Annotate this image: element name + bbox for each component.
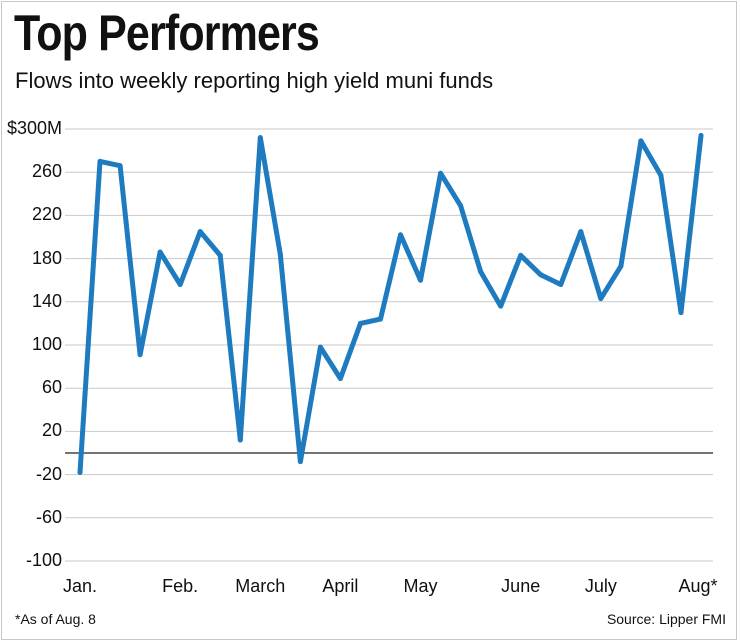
y-tick-label: $300M [6,118,62,138]
data-point-week-7 [197,229,203,235]
y-tick-label: 260 [31,161,62,182]
data-point-week-11 [277,251,283,257]
data-point-week-18 [418,277,424,283]
data-point-week-32 [698,132,704,138]
x-tick-label: June [501,576,541,596]
source-note: Source: Lipper FMI [606,611,726,627]
data-point-week-23 [518,252,524,258]
data-point-week-9 [237,437,243,443]
data-point-week-28 [618,263,624,269]
data-point-week-19 [438,170,444,176]
data-point-week-31 [678,310,684,316]
data-point-week-6 [177,282,183,288]
chart-subtitle: Flows into weekly reporting high yield m… [15,68,494,93]
gridlines [65,128,713,562]
x-tick-label: March [235,576,286,596]
series-line-weekly-flows [77,133,704,475]
x-tick-label: April [322,576,359,596]
data-point-week-12 [297,459,303,465]
data-point-week-2 [97,158,103,164]
data-point-week-1 [77,469,83,475]
y-tick-label: -100 [25,550,62,570]
x-tick-label: Feb. [162,576,199,596]
y-tick-label: 100 [31,334,62,354]
data-point-week-27 [598,296,604,302]
y-tick-label: 220 [31,204,62,225]
x-tick-label: Aug* [678,576,718,596]
data-point-week-22 [498,303,504,309]
y-tick-label: 20 [41,420,62,441]
data-point-week-5 [157,249,163,255]
chart-title: Top Performers [14,5,320,61]
footnote: *As of Aug. 8 [15,611,96,627]
data-point-week-15 [357,320,363,326]
x-tick-label: July [584,576,617,596]
y-tick-label: 140 [31,290,62,311]
x-tick-label: Jan. [62,576,98,596]
data-point-week-24 [538,272,544,278]
data-point-week-17 [398,232,404,238]
data-point-week-26 [578,229,584,235]
data-point-week-3 [117,163,123,169]
y-tick-label: 180 [31,247,62,268]
data-point-week-10 [257,135,263,141]
series-layer [77,132,704,475]
data-point-week-4 [137,352,143,358]
data-point-week-25 [558,282,564,288]
data-point-week-8 [217,252,223,258]
data-point-week-30 [658,172,664,178]
data-point-week-29 [638,138,644,144]
y-tick-label: 60 [41,377,62,398]
x-tick-label: May [403,576,438,596]
data-point-week-21 [478,269,484,275]
y-tick-label: -20 [35,463,62,484]
y-tick-label: -60 [35,506,62,527]
data-point-week-20 [458,203,464,209]
data-point-week-14 [337,375,343,381]
data-point-week-13 [317,344,323,350]
data-point-week-16 [377,316,383,322]
